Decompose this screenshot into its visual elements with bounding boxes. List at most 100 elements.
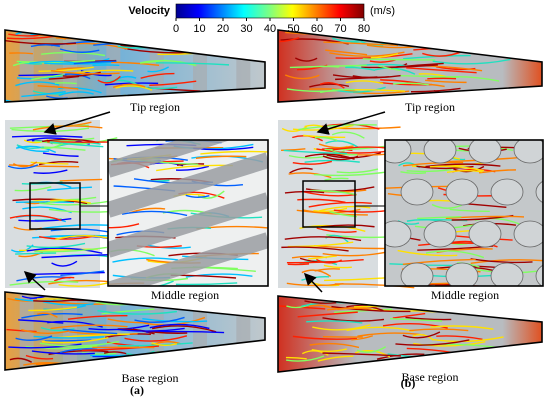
pin-fin (513, 220, 543, 248)
streamline (431, 203, 463, 209)
streamline (175, 165, 210, 171)
streamline (406, 67, 477, 74)
streamline (306, 320, 363, 324)
streamline (76, 369, 99, 370)
streamline (453, 165, 485, 173)
streamline (97, 75, 121, 84)
streamline (118, 34, 190, 39)
streamline (325, 49, 368, 56)
streamline (318, 143, 354, 149)
streamline (9, 52, 33, 55)
colorbar-tick-label: 80 (358, 23, 370, 35)
streamline (16, 59, 96, 63)
streamline (175, 282, 238, 286)
streamline (287, 263, 310, 266)
streamline (430, 325, 494, 330)
streamline (323, 41, 399, 47)
streamline (15, 335, 53, 341)
tip-view (5, 30, 265, 102)
streamlines (5, 24, 251, 102)
streamline (322, 155, 359, 161)
streamline (15, 81, 60, 87)
streamline (33, 335, 105, 339)
colorbar-ticks: 0 10 20 30 40 50 60 70 80 (173, 18, 370, 35)
blade (193, 30, 207, 102)
streamline (446, 170, 483, 173)
streamline (403, 26, 435, 29)
streamline (314, 136, 338, 142)
streamline (99, 292, 129, 294)
streamline (49, 141, 104, 148)
colorbar-tick-label: 70 (334, 23, 346, 35)
streamline (121, 210, 188, 217)
streamline (54, 82, 77, 85)
streamline (117, 342, 193, 347)
blade (149, 30, 164, 102)
streamline (281, 126, 308, 132)
streamline (411, 87, 461, 93)
streamline (185, 194, 210, 199)
pin-fin (445, 262, 479, 286)
streamline (402, 258, 476, 265)
arrow (43, 111, 111, 135)
streamline (48, 208, 109, 213)
streamline (11, 135, 83, 138)
streamline (407, 36, 461, 39)
streamline (284, 74, 320, 80)
streamline (134, 316, 185, 323)
streamline (73, 60, 117, 65)
streamline (7, 164, 39, 170)
streamline (418, 38, 449, 42)
zoom-frame (107, 139, 269, 287)
streamline (58, 87, 102, 94)
base-frame (277, 295, 543, 373)
streamline (30, 44, 60, 48)
streamline (115, 85, 153, 91)
streamline (30, 161, 69, 165)
streamline (139, 59, 167, 64)
streamline (354, 89, 406, 92)
base-label: Base region (402, 370, 459, 384)
streamline (149, 341, 182, 347)
streamline (38, 160, 79, 166)
blade (236, 292, 251, 370)
streamline (345, 80, 384, 85)
streamline (399, 357, 444, 361)
streamlines (385, 140, 543, 286)
streamline (60, 30, 117, 35)
streamline (34, 246, 107, 253)
tip-label: Tip region (405, 100, 455, 114)
streamline (317, 368, 394, 372)
streamline (281, 246, 349, 252)
streamline (39, 340, 120, 347)
streamline (428, 37, 502, 43)
streamline (34, 137, 95, 143)
streamline (81, 24, 129, 28)
streamline (59, 178, 103, 182)
streamline (391, 62, 444, 69)
streamline (318, 205, 371, 212)
streamline (152, 93, 196, 99)
pin-fin (535, 180, 543, 204)
streamline (112, 257, 179, 263)
streamline (5, 40, 77, 45)
streamline (44, 146, 86, 151)
streamline (309, 83, 350, 88)
streamline (420, 360, 468, 364)
streamline (6, 328, 37, 333)
streamline (402, 331, 441, 339)
tip-label: Tip region (130, 100, 180, 114)
streamline (101, 308, 155, 315)
pin-fin (445, 178, 479, 206)
streamline (82, 34, 105, 38)
colorbar-tick-label: 40 (264, 23, 276, 35)
streamline (25, 354, 54, 360)
streamline (322, 352, 401, 357)
streamline (55, 235, 110, 241)
middle-label: Middle region (151, 288, 219, 302)
streamline (301, 269, 332, 278)
colorbar-unit: (m/s) (370, 5, 395, 17)
streamline (284, 190, 325, 194)
streamline (9, 214, 62, 221)
streamline (67, 314, 128, 320)
